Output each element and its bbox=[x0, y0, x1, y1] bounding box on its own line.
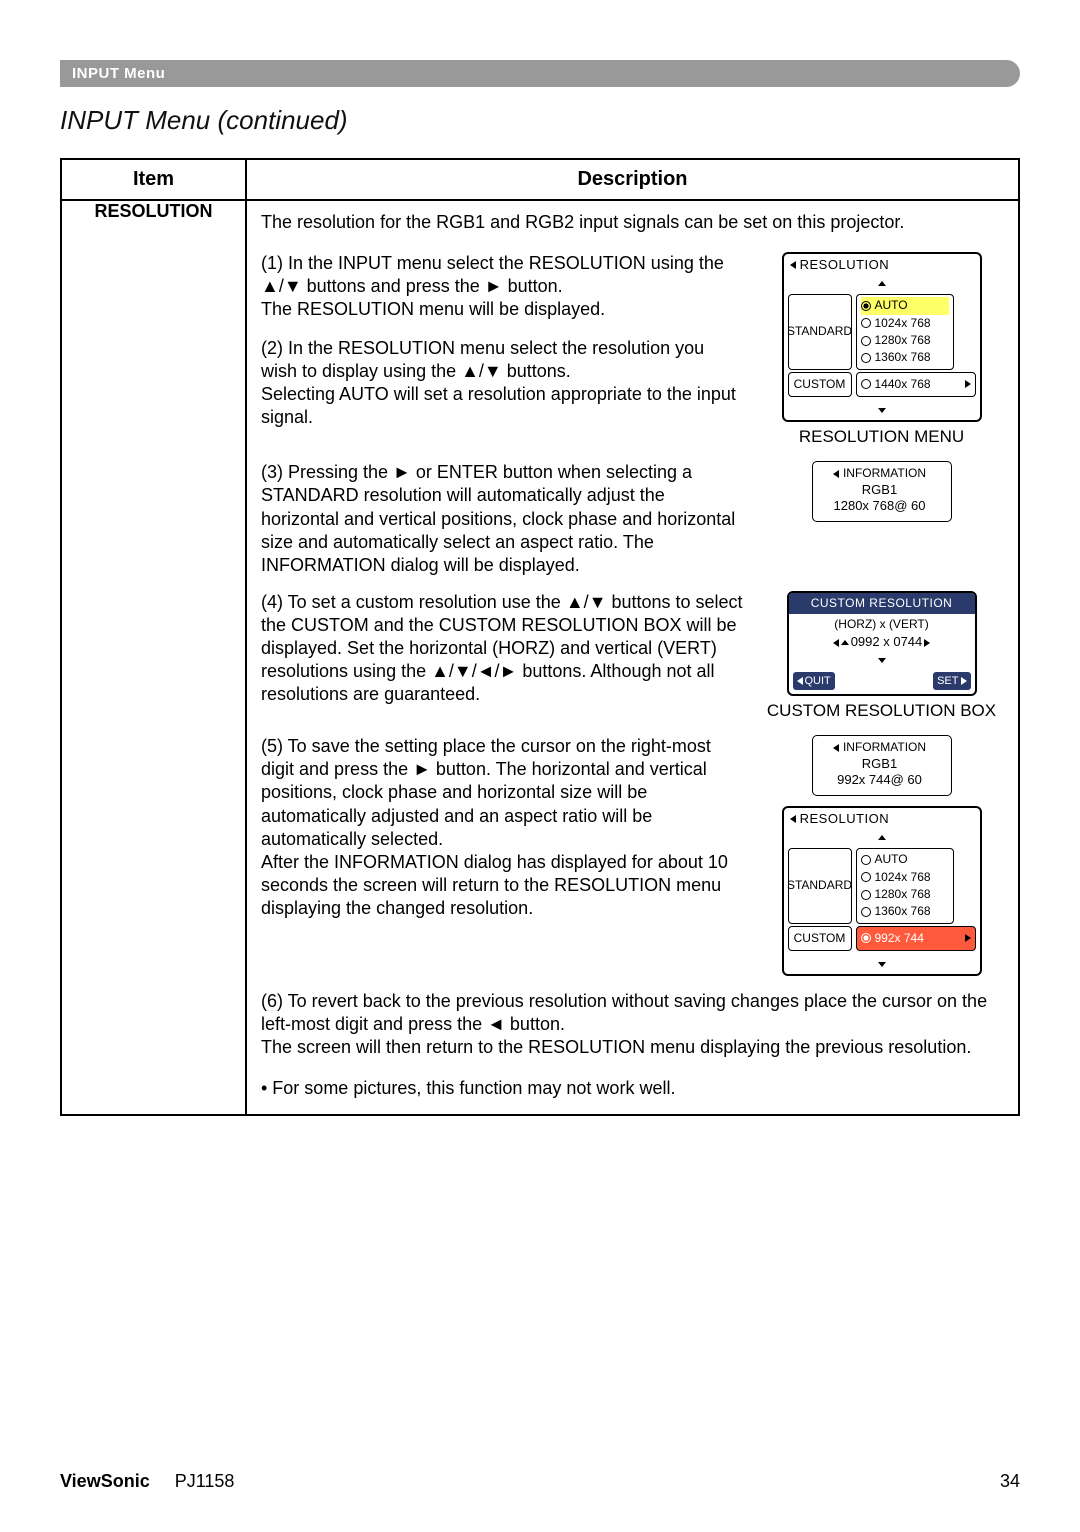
left-arrow-icon bbox=[833, 639, 839, 647]
information-box-2: INFORMATION RGB1 992x 744@ 60 bbox=[812, 735, 952, 796]
desc-p4: (4) To set a custom resolution use the ▲… bbox=[261, 591, 743, 706]
left-arrow-icon bbox=[833, 470, 839, 478]
information-box-1: INFORMATION RGB1 1280x 768@ 60 bbox=[812, 461, 952, 522]
right-arrow-icon bbox=[924, 639, 930, 647]
up-arrow-icon bbox=[878, 281, 886, 286]
page-footer: ViewSonic PJ1158 34 bbox=[60, 1471, 1020, 1492]
right-arrow-icon bbox=[965, 380, 971, 388]
set-button: SET bbox=[933, 672, 970, 690]
opt-auto: AUTO bbox=[861, 851, 949, 868]
desc-cell: The resolution for the RGB1 and RGB2 inp… bbox=[246, 200, 1019, 1115]
page-title: INPUT Menu (continued) bbox=[60, 105, 1020, 136]
opt-auto: AUTO bbox=[861, 297, 949, 314]
custom-label: CUSTOM bbox=[788, 926, 852, 951]
desc-p7: • For some pictures, this function may n… bbox=[261, 1077, 1004, 1100]
custom-value: 1440x 768 bbox=[856, 372, 976, 397]
page-number: 34 bbox=[1000, 1471, 1020, 1492]
opt-1360: 1360x 768 bbox=[861, 903, 949, 920]
quit-button: QUIT bbox=[793, 672, 835, 690]
up-arrow-icon bbox=[878, 835, 886, 840]
opt-1280: 1280x 768 bbox=[861, 332, 949, 349]
col-header-item: Item bbox=[61, 159, 246, 200]
desc-p5: (5) To save the setting place the cursor… bbox=[261, 735, 743, 919]
desc-p1-p2: (1) In the INPUT menu select the RESOLUT… bbox=[261, 252, 743, 429]
col-header-desc: Description bbox=[246, 159, 1019, 200]
down-arrow-icon bbox=[878, 658, 886, 663]
left-arrow-icon bbox=[790, 815, 796, 823]
left-arrow-icon bbox=[833, 744, 839, 752]
section-breadcrumb: INPUT Menu bbox=[60, 60, 1020, 87]
standard-label: STANDARD bbox=[788, 848, 852, 923]
custom-value-selected: 992x 744 bbox=[856, 926, 976, 951]
desc-p0: The resolution for the RGB1 and RGB2 inp… bbox=[261, 211, 1004, 234]
spec-table: Item Description RESOLUTION The resoluti… bbox=[60, 158, 1020, 1116]
standard-label: STANDARD bbox=[788, 294, 852, 369]
custom-label: CUSTOM bbox=[788, 372, 852, 397]
model-label: PJ1158 bbox=[175, 1471, 235, 1491]
custom-resolution-box: CUSTOM RESOLUTION (HORZ) x (VERT) 0992 x… bbox=[787, 591, 977, 696]
left-arrow-icon bbox=[790, 261, 796, 269]
brand-label: ViewSonic bbox=[60, 1471, 150, 1491]
opt-1024: 1024x 768 bbox=[861, 315, 949, 332]
desc-p3: (3) Pressing the ► or ENTER button when … bbox=[261, 461, 743, 576]
item-cell-resolution: RESOLUTION bbox=[61, 200, 246, 1115]
down-arrow-icon bbox=[878, 408, 886, 413]
resolution-menu-osd-2: RESOLUTION STANDARD AUTO 1024x 768 1280x… bbox=[782, 806, 982, 976]
opt-1280: 1280x 768 bbox=[861, 886, 949, 903]
down-arrow-icon bbox=[878, 962, 886, 967]
res-menu-caption: RESOLUTION MENU bbox=[759, 426, 1004, 448]
opt-1024: 1024x 768 bbox=[861, 869, 949, 886]
right-arrow-icon bbox=[965, 934, 971, 942]
opt-1360: 1360x 768 bbox=[861, 349, 949, 366]
cr-caption: CUSTOM RESOLUTION BOX bbox=[759, 700, 1004, 722]
desc-p6: (6) To revert back to the previous resol… bbox=[261, 990, 1004, 1059]
resolution-menu-osd: RESOLUTION STANDARD AUTO 1024x 768 1280x… bbox=[782, 252, 982, 422]
